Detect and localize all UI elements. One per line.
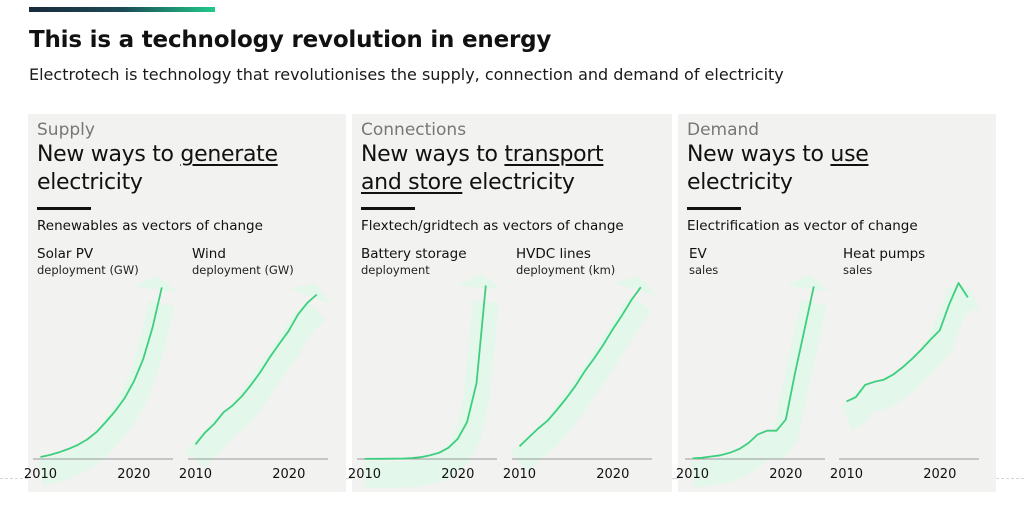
- trend-arrow-head: [942, 287, 981, 311]
- bottom-dashed-divider: [0, 478, 28, 479]
- heading-text-2: electricity: [462, 170, 575, 195]
- series-line: [40, 287, 163, 458]
- chart-subtitle: sales: [689, 263, 719, 277]
- panel-supply: Supply New ways to generate electricity …: [24, 114, 346, 492]
- x-tick-label: 2010: [503, 467, 536, 482]
- panel-connections: Connections New ways to transport and st…: [348, 114, 672, 492]
- panel-category: Demand: [687, 120, 760, 140]
- x-tick-label: 2020: [923, 467, 956, 482]
- x-tick-label: 2010: [348, 467, 381, 482]
- page-subtitle: Electrotech is technology that revolutio…: [29, 65, 784, 84]
- heading-text: New ways to: [37, 142, 181, 167]
- chart-subtitle: deployment (GW): [192, 263, 294, 277]
- heading-text: New ways to: [361, 142, 505, 167]
- bottom-dashed-divider: [672, 478, 678, 479]
- top-accent-bar: [29, 7, 215, 12]
- x-tick-label: 2020: [117, 467, 150, 482]
- trend-arrow-head: [457, 273, 502, 290]
- heading-text-2: electricity: [687, 170, 793, 195]
- heading-text: New ways to: [687, 142, 831, 167]
- bottom-dashed-divider: [346, 478, 352, 479]
- heading-underlined: generate: [180, 142, 278, 167]
- panel-category: Connections: [361, 120, 467, 140]
- wind-chart: 2010 2020: [179, 283, 332, 482]
- chart-title: Heat pumps: [843, 246, 926, 262]
- heading-text-2: electricity: [37, 170, 143, 195]
- trend-arrow-head: [290, 283, 332, 305]
- trend-arrow-shaft: [510, 295, 652, 472]
- page-title: This is a technology revolution in energ…: [29, 27, 552, 53]
- series-line: [194, 293, 318, 445]
- heading-rule: [687, 207, 741, 210]
- chart-title: Wind: [192, 246, 226, 262]
- heading-underlined: transport: [504, 142, 604, 167]
- chart-subtitle: deployment: [361, 263, 430, 277]
- x-tick-label: 2020: [272, 467, 305, 482]
- panel-vectors-label: Renewables as vectors of change: [37, 218, 263, 234]
- chart-subtitle: deployment (GW): [37, 263, 139, 277]
- x-tick-label: 2010: [24, 467, 57, 482]
- trend-arrow-shaft: [688, 299, 827, 488]
- x-tick-label: 2020: [441, 467, 474, 482]
- heat-pumps-chart: 2010 2020: [830, 282, 981, 482]
- panel-vectors-label: Flextech/gridtech as vectors of change: [361, 218, 624, 234]
- panel-vectors-label: Electrification as vector of change: [687, 218, 918, 234]
- chart-title: EV: [689, 246, 707, 262]
- trend-arrow-head: [613, 275, 656, 296]
- x-tick-label: 2020: [769, 467, 802, 482]
- trend-arrow-shaft: [841, 286, 979, 430]
- heading-underlined: use: [830, 142, 869, 167]
- series-line: [518, 286, 642, 447]
- chart-title: Solar PV: [37, 246, 94, 262]
- trend-arrow-shaft: [36, 300, 175, 486]
- trend-arrow-shaft: [360, 300, 499, 488]
- ev-sales-chart: 2010 2020: [676, 274, 830, 488]
- trend-arrow-head: [134, 275, 178, 293]
- series-line: [846, 282, 969, 403]
- hvdc-lines-chart: 2010 2020: [503, 275, 656, 482]
- panel-category: Supply: [37, 120, 95, 140]
- x-tick-label: 2020: [596, 467, 629, 482]
- panel-demand: Demand New ways to use electricity Elect…: [676, 114, 996, 492]
- chart-title: HVDC lines: [516, 246, 591, 262]
- panel-heading: New ways to transport and store electric…: [361, 141, 604, 197]
- x-tick-label: 2010: [676, 467, 709, 482]
- solar-pv-chart: 2010 2020: [24, 275, 178, 486]
- trend-arrow-shaft: [185, 300, 326, 469]
- x-tick-label: 2010: [830, 467, 863, 482]
- trend-arrow-head: [785, 274, 830, 292]
- chart-subtitle: deployment (km): [516, 263, 616, 277]
- panel-heading: New ways to use electricity: [687, 141, 869, 197]
- battery-storage-chart: 2010 2020: [348, 273, 502, 488]
- series-line: [364, 285, 487, 460]
- heading-underlined-2: and store: [361, 170, 463, 195]
- panel-heading: New ways to generate electricity: [37, 141, 278, 197]
- chart-title: Battery storage: [361, 246, 467, 262]
- heading-rule: [361, 207, 415, 210]
- x-tick-label: 2010: [179, 467, 212, 482]
- chart-subtitle: sales: [843, 263, 873, 277]
- bottom-dashed-divider: [996, 478, 1024, 479]
- series-line: [692, 286, 815, 460]
- heading-rule: [37, 207, 91, 210]
